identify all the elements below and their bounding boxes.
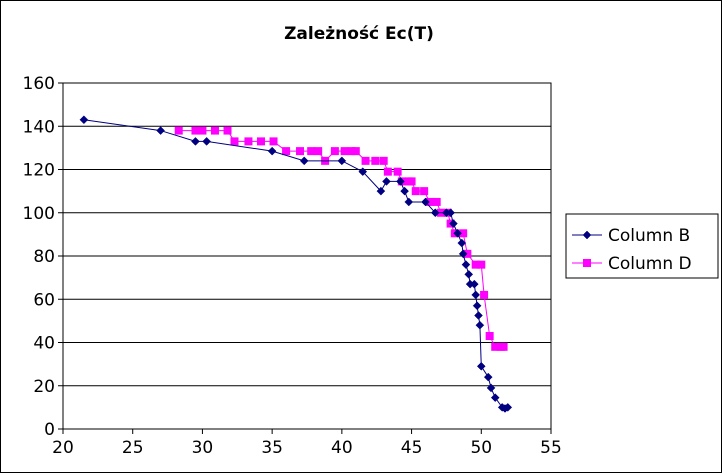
x-tick-label: 55 <box>540 438 562 458</box>
data-point <box>411 187 420 196</box>
data-point <box>459 229 468 238</box>
data-point <box>458 249 468 259</box>
y-tick-label: 100 <box>23 204 55 224</box>
legend: Column B Column D <box>565 213 719 279</box>
data-point <box>457 238 467 248</box>
data-point <box>382 177 391 186</box>
x-tick-label: 25 <box>122 438 144 458</box>
data-point <box>223 126 232 135</box>
data-point <box>282 147 291 156</box>
data-point <box>198 126 207 135</box>
legend-entry: Column D <box>572 254 692 274</box>
y-tick-label: 160 <box>23 74 55 94</box>
data-point <box>475 320 485 330</box>
data-point <box>490 393 500 402</box>
data-point <box>256 137 265 146</box>
x-tick-label: 35 <box>261 438 283 458</box>
y-tick-label: 140 <box>23 117 55 137</box>
data-point <box>477 260 486 269</box>
data-point <box>499 342 508 351</box>
data-point <box>471 260 480 269</box>
data-point <box>476 361 486 371</box>
chart-title: Zależność Ec(T) <box>284 24 434 44</box>
data-point <box>393 167 402 176</box>
data-point <box>491 342 500 351</box>
data-point <box>420 187 429 196</box>
data-point <box>471 290 481 300</box>
legend-box <box>565 213 719 279</box>
data-point <box>314 147 323 156</box>
data-point <box>421 197 430 207</box>
data-point <box>337 156 347 166</box>
data-point <box>358 167 368 177</box>
data-point <box>430 208 440 218</box>
data-point <box>446 208 455 218</box>
data-point <box>376 186 386 196</box>
y-tick-label: 120 <box>23 161 55 181</box>
data-point <box>379 156 388 165</box>
data-point <box>404 197 414 207</box>
data-point <box>351 147 360 156</box>
legend-label: Column B <box>608 226 690 246</box>
data-point <box>340 147 349 156</box>
legend-label: Column D <box>608 254 692 274</box>
x-tick-label: 50 <box>470 438 492 458</box>
data-point <box>485 332 494 341</box>
data-point <box>383 167 392 176</box>
data-point <box>469 279 479 289</box>
data-point <box>474 311 483 320</box>
legend-entry: Column B <box>572 226 690 246</box>
data-point <box>453 228 462 238</box>
y-tick-label: 0 <box>44 420 55 440</box>
x-tick-label: 20 <box>52 438 74 458</box>
data-point <box>396 177 405 186</box>
data-point <box>210 126 219 135</box>
x-tick-label: 45 <box>401 438 423 458</box>
y-tick-label: 80 <box>33 247 55 267</box>
data-point <box>486 383 496 393</box>
data-point <box>483 372 493 382</box>
data-point <box>503 403 513 412</box>
data-point <box>407 177 416 186</box>
data-point <box>296 147 305 156</box>
data-point <box>432 197 441 206</box>
data-point <box>174 126 183 135</box>
data-point <box>400 186 409 196</box>
data-point <box>202 137 211 146</box>
data-point <box>472 301 482 311</box>
legend-marker <box>582 230 592 240</box>
data-point <box>191 126 200 135</box>
y-tick-label: 60 <box>33 290 55 310</box>
legend-marker <box>583 259 591 267</box>
data-point <box>267 146 277 156</box>
plot-area-border <box>62 82 552 430</box>
data-point <box>461 260 471 270</box>
data-point <box>480 290 489 299</box>
data-point <box>230 137 239 146</box>
x-tick-label: 30 <box>192 438 214 458</box>
y-tick-label: 20 <box>33 377 55 397</box>
data-point <box>299 156 309 166</box>
data-point <box>347 147 356 156</box>
data-point <box>191 137 200 146</box>
data-point <box>244 137 253 146</box>
data-point <box>464 270 474 279</box>
x-tick-label: 40 <box>331 438 353 458</box>
y-tick-label: 40 <box>33 334 55 354</box>
data-point <box>79 115 89 125</box>
data-point <box>269 137 278 146</box>
data-point <box>307 147 316 156</box>
series-column-b <box>79 115 513 413</box>
data-point <box>449 219 458 228</box>
data-point <box>330 147 339 156</box>
data-point <box>361 156 370 165</box>
data-point <box>371 156 380 165</box>
data-point <box>156 126 165 135</box>
